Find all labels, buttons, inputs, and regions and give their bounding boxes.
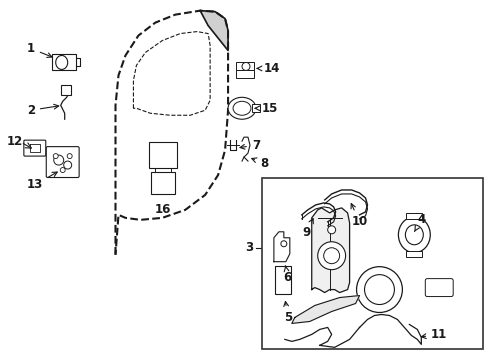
- Ellipse shape: [356, 267, 402, 312]
- FancyBboxPatch shape: [24, 140, 46, 156]
- Text: 11: 11: [421, 328, 447, 341]
- Bar: [236, 71, 253, 78]
- Circle shape: [60, 167, 65, 172]
- Ellipse shape: [233, 101, 250, 115]
- Text: 9: 9: [302, 219, 313, 239]
- Circle shape: [63, 161, 72, 169]
- Circle shape: [242, 62, 249, 71]
- Text: 16: 16: [155, 203, 171, 216]
- Bar: [274, 266, 290, 293]
- Bar: [236, 62, 253, 71]
- Text: 12: 12: [7, 135, 23, 148]
- Text: 3: 3: [244, 241, 252, 254]
- Circle shape: [323, 248, 339, 264]
- Polygon shape: [311, 208, 349, 293]
- Text: 5: 5: [283, 302, 291, 324]
- Text: 6: 6: [283, 266, 291, 284]
- Bar: [251, 104, 260, 112]
- Bar: [406, 251, 422, 257]
- FancyBboxPatch shape: [425, 279, 452, 297]
- Circle shape: [280, 241, 286, 247]
- FancyBboxPatch shape: [46, 147, 79, 177]
- Ellipse shape: [364, 275, 394, 305]
- Ellipse shape: [227, 97, 255, 119]
- Circle shape: [317, 242, 345, 270]
- Polygon shape: [200, 11, 227, 50]
- Bar: [61, 85, 71, 95]
- Circle shape: [53, 154, 58, 159]
- Bar: [151, 172, 175, 194]
- Circle shape: [67, 154, 72, 159]
- Bar: [262, 178, 482, 349]
- Text: 4: 4: [414, 213, 425, 231]
- Text: 7: 7: [240, 139, 260, 152]
- Ellipse shape: [405, 225, 423, 245]
- Bar: [52, 54, 76, 71]
- Bar: [406, 213, 422, 219]
- Text: 2: 2: [27, 104, 59, 117]
- Polygon shape: [291, 296, 359, 323]
- Bar: [149, 142, 177, 168]
- Text: 1: 1: [27, 42, 52, 57]
- Text: 14: 14: [257, 62, 280, 75]
- Text: 10: 10: [350, 204, 367, 228]
- Text: 15: 15: [255, 102, 278, 115]
- Circle shape: [54, 155, 63, 165]
- Text: 8: 8: [251, 157, 267, 170]
- Text: 13: 13: [27, 172, 57, 192]
- Ellipse shape: [398, 217, 429, 253]
- Circle shape: [327, 226, 335, 234]
